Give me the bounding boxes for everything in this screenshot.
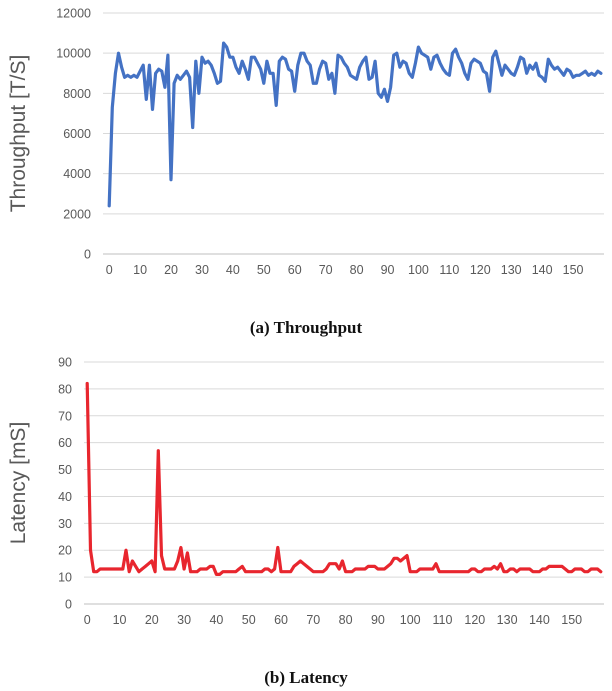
throughput-y-tick-label: 4000 xyxy=(63,167,91,181)
throughput-caption: (a) Throughput xyxy=(249,318,363,337)
latency-x-tick-label: 40 xyxy=(209,613,223,627)
throughput-x-tick-label: 30 xyxy=(195,263,209,277)
throughput-x-tick-label: 80 xyxy=(350,263,364,277)
throughput-y-tick-label: 6000 xyxy=(63,127,91,141)
latency-x-tick-label: 120 xyxy=(464,613,485,627)
throughput-x-tick-label: 40 xyxy=(226,263,240,277)
latency-x-tick-label: 70 xyxy=(306,613,320,627)
throughput-x-tick-label: 0 xyxy=(106,263,113,277)
latency-y-tick-label: 60 xyxy=(58,436,72,450)
latency-y-tick-label: 10 xyxy=(58,571,72,585)
latency-x-tick-label: 150 xyxy=(561,613,582,627)
throughput-y-tick-label: 10000 xyxy=(56,47,91,61)
latency-caption: (b) Latency xyxy=(264,668,348,687)
latency-x-tick-label: 80 xyxy=(339,613,353,627)
throughput-x-tick-label: 90 xyxy=(381,263,395,277)
throughput-y-axis-label: Throughput [T/S] xyxy=(7,55,30,213)
latency-x-tick-label: 30 xyxy=(177,613,191,627)
throughput-x-tick-label: 10 xyxy=(133,263,147,277)
throughput-x-tick-label: 70 xyxy=(319,263,333,277)
latency-x-tick-label: 10 xyxy=(113,613,127,627)
latency-x-tick-label: 20 xyxy=(145,613,159,627)
throughput-x-tick-label: 100 xyxy=(408,263,429,277)
latency-y-tick-label: 0 xyxy=(65,598,72,612)
latency-panel: 0 10 20 30 40 50 60 70 80 90 0 10 20 30 40 50 60 70 80 90 10… xyxy=(0,345,612,691)
latency-y-tick-label: 30 xyxy=(58,517,72,531)
latency-y-tick-label: 90 xyxy=(58,356,72,370)
latency-y-tick-label: 20 xyxy=(58,544,72,558)
latency-x-tick-label: 130 xyxy=(497,613,518,627)
throughput-x-tick-label: 20 xyxy=(164,263,178,277)
throughput-x-tick-label: 120 xyxy=(470,263,491,277)
latency-series-line xyxy=(85,381,603,576)
latency-y-tick-label: 70 xyxy=(58,409,72,423)
latency-x-tick-label: 90 xyxy=(371,613,385,627)
throughput-chart: 0 2000 4000 6000 8000 10000 12000 0 10 20 30 40 50 60… xyxy=(7,7,604,277)
throughput-y-tick-label: 2000 xyxy=(63,207,91,221)
latency-x-tick-label: 140 xyxy=(529,613,550,627)
throughput-panel: 0 2000 4000 6000 8000 10000 12000 0 10 20 30 40 50 60… xyxy=(0,0,612,345)
latency-x-tick-label: 100 xyxy=(400,613,421,627)
throughput-series-line xyxy=(107,41,603,208)
throughput-y-tick-label: 12000 xyxy=(56,7,91,21)
latency-chart: 0 10 20 30 40 50 60 70 80 90 0 10 20 30 40 50 60 70 80 90 10… xyxy=(7,356,604,627)
latency-x-tick-label: 60 xyxy=(274,613,288,627)
latency-y-tick-label: 40 xyxy=(58,490,72,504)
throughput-x-tick-label: 150 xyxy=(563,263,584,277)
latency-x-tick-label: 110 xyxy=(433,613,453,627)
latency-x-tick-label: 50 xyxy=(242,613,256,627)
throughput-x-tick-label: 140 xyxy=(532,263,553,277)
throughput-x-tick-label: 50 xyxy=(257,263,271,277)
throughput-x-tick-label: 60 xyxy=(288,263,302,277)
throughput-y-tick-label: 8000 xyxy=(63,87,91,101)
latency-x-tick-label: 0 xyxy=(84,613,91,627)
latency-y-tick-label: 80 xyxy=(58,382,72,396)
throughput-x-tick-label: 130 xyxy=(501,263,522,277)
latency-y-axis-label: Latency [mS] xyxy=(7,422,30,545)
latency-y-tick-label: 50 xyxy=(58,463,72,477)
throughput-y-tick-label: 0 xyxy=(84,248,91,262)
throughput-x-tick-label: 110 xyxy=(439,263,459,277)
